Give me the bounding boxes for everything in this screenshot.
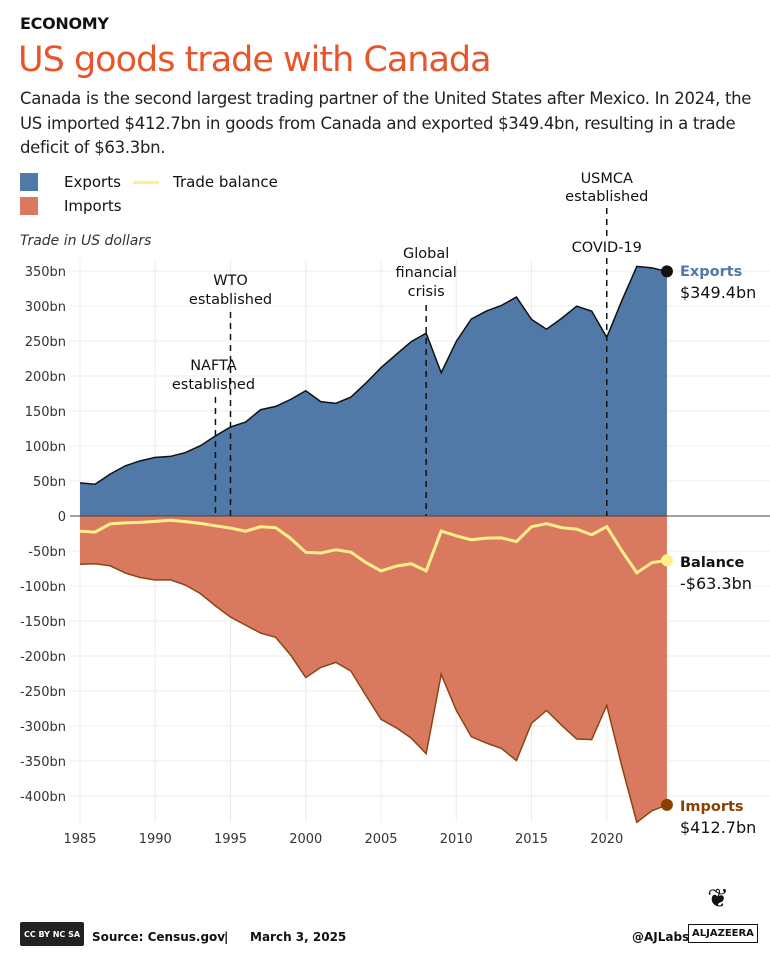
separator: | <box>224 930 229 944</box>
aljazeera-logo: ALJAZEERA <box>688 924 758 943</box>
y-tick-label: 250bn <box>25 335 66 350</box>
imports-area <box>80 516 667 823</box>
legend-swatch-exports <box>20 173 38 191</box>
y-tick-label: 350bn <box>25 265 66 280</box>
cc-license-badge: CC BY NC SA <box>20 922 84 946</box>
annotation-label: Global <box>403 246 449 262</box>
legend-swatch-imports <box>20 197 38 215</box>
x-tick-label: 2000 <box>289 832 322 847</box>
y-tick-label: -400bn <box>20 790 66 805</box>
y-tick-label: 0 <box>58 510 66 525</box>
balance-end-value: -$63.3bn <box>680 574 752 593</box>
annotation-label: COVID-19 <box>572 240 642 256</box>
kicker: ECONOMY <box>20 14 109 33</box>
annotation-label: NAFTA <box>190 358 237 374</box>
y-tick-label: -200bn <box>20 650 66 665</box>
imports-end-name: Imports <box>680 799 744 815</box>
trade-balance-line <box>79 518 668 575</box>
exports-end-value: $349.4bn <box>680 283 756 302</box>
balance-end-dot <box>660 554 673 567</box>
x-tick-label: 1990 <box>139 832 172 847</box>
exports-end-name: Exports <box>680 264 742 280</box>
chart-subtitle: Canada is the second largest trading par… <box>20 89 752 157</box>
y-tick-label: -150bn <box>20 615 66 630</box>
annotation-label: USMCA <box>581 171 633 187</box>
annotation-label: established <box>172 377 255 393</box>
y-tick-label: 150bn <box>25 405 66 420</box>
legend-balance: Trade balance <box>133 173 278 191</box>
annotation-label: established <box>189 292 272 308</box>
legend-label: Trade balance <box>173 173 278 191</box>
balance-end-name: Balance <box>680 555 745 571</box>
x-tick-label: 1995 <box>214 832 247 847</box>
exports-area <box>80 266 667 516</box>
annotation-label: WTO <box>213 273 248 289</box>
legend-label: Imports <box>64 197 122 215</box>
annotation-label: crisis <box>408 284 445 300</box>
y-axis-label: Trade in US dollars <box>20 233 151 249</box>
x-tick-label: 2020 <box>590 832 623 847</box>
source: Source: Census.gov <box>92 930 226 944</box>
imports-end-dot <box>660 798 673 811</box>
y-tick-label: -350bn <box>20 755 66 770</box>
x-tick-label: 2005 <box>364 832 397 847</box>
y-tick-label: 300bn <box>25 300 66 315</box>
y-tick-label: 200bn <box>25 370 66 385</box>
exports-line <box>79 265 668 486</box>
annotation-label: financial <box>395 265 456 281</box>
legend-imports: Imports <box>20 197 122 215</box>
annotation-label: established <box>565 189 648 205</box>
y-tick-label: -100bn <box>20 580 66 595</box>
imports-end-value: $412.7bn <box>680 818 756 837</box>
legend-exports: Exports <box>20 173 121 191</box>
x-tick-label: 2015 <box>515 832 548 847</box>
chart-title: US goods trade with Canada <box>18 40 492 80</box>
exports-end-dot <box>660 265 673 278</box>
y-tick-label: -250bn <box>20 685 66 700</box>
date: March 3, 2025 <box>250 930 347 944</box>
footer: CC BY NC SA Source: Census.gov | March 3… <box>20 884 760 952</box>
imports-line <box>79 563 668 824</box>
y-tick-label: 100bn <box>25 440 66 455</box>
handle: @AJLabs <box>632 930 690 944</box>
legend-line-balance <box>133 180 159 184</box>
y-tick-label: -50bn <box>28 545 66 560</box>
x-tick-label: 2010 <box>440 832 473 847</box>
y-tick-label: -300bn <box>20 720 66 735</box>
aljazeera-emblem-icon: ❦ <box>707 884 729 914</box>
y-tick-label: 50bn <box>33 475 66 490</box>
legend-label: Exports <box>64 173 121 191</box>
x-tick-label: 1985 <box>63 832 96 847</box>
